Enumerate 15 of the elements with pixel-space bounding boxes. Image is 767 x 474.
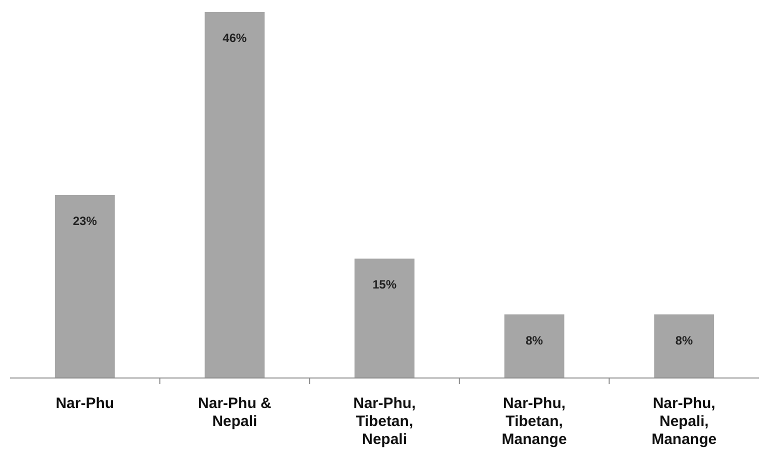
bar [54, 195, 115, 378]
data-label: 23% [72, 214, 98, 228]
bar [354, 258, 414, 378]
data-label: 8% [526, 333, 544, 348]
bar [504, 314, 564, 378]
data-label: 15% [372, 278, 397, 292]
x-tick-label: Nar-Phu, Tibetan, Nepali [353, 395, 416, 448]
x-tick-label: Nar-Phu [56, 395, 114, 412]
data-label: 46% [222, 31, 248, 45]
x-tick-label: Nar-Phu & Nepali [198, 395, 272, 430]
x-tick-label: Nar-Phu, Nepali, Manange [652, 395, 717, 448]
x-tick-label: Nar-Phu, Tibetan, Manange [502, 395, 567, 448]
bar [654, 314, 714, 378]
data-label: 8% [675, 333, 694, 348]
bar [204, 12, 265, 378]
